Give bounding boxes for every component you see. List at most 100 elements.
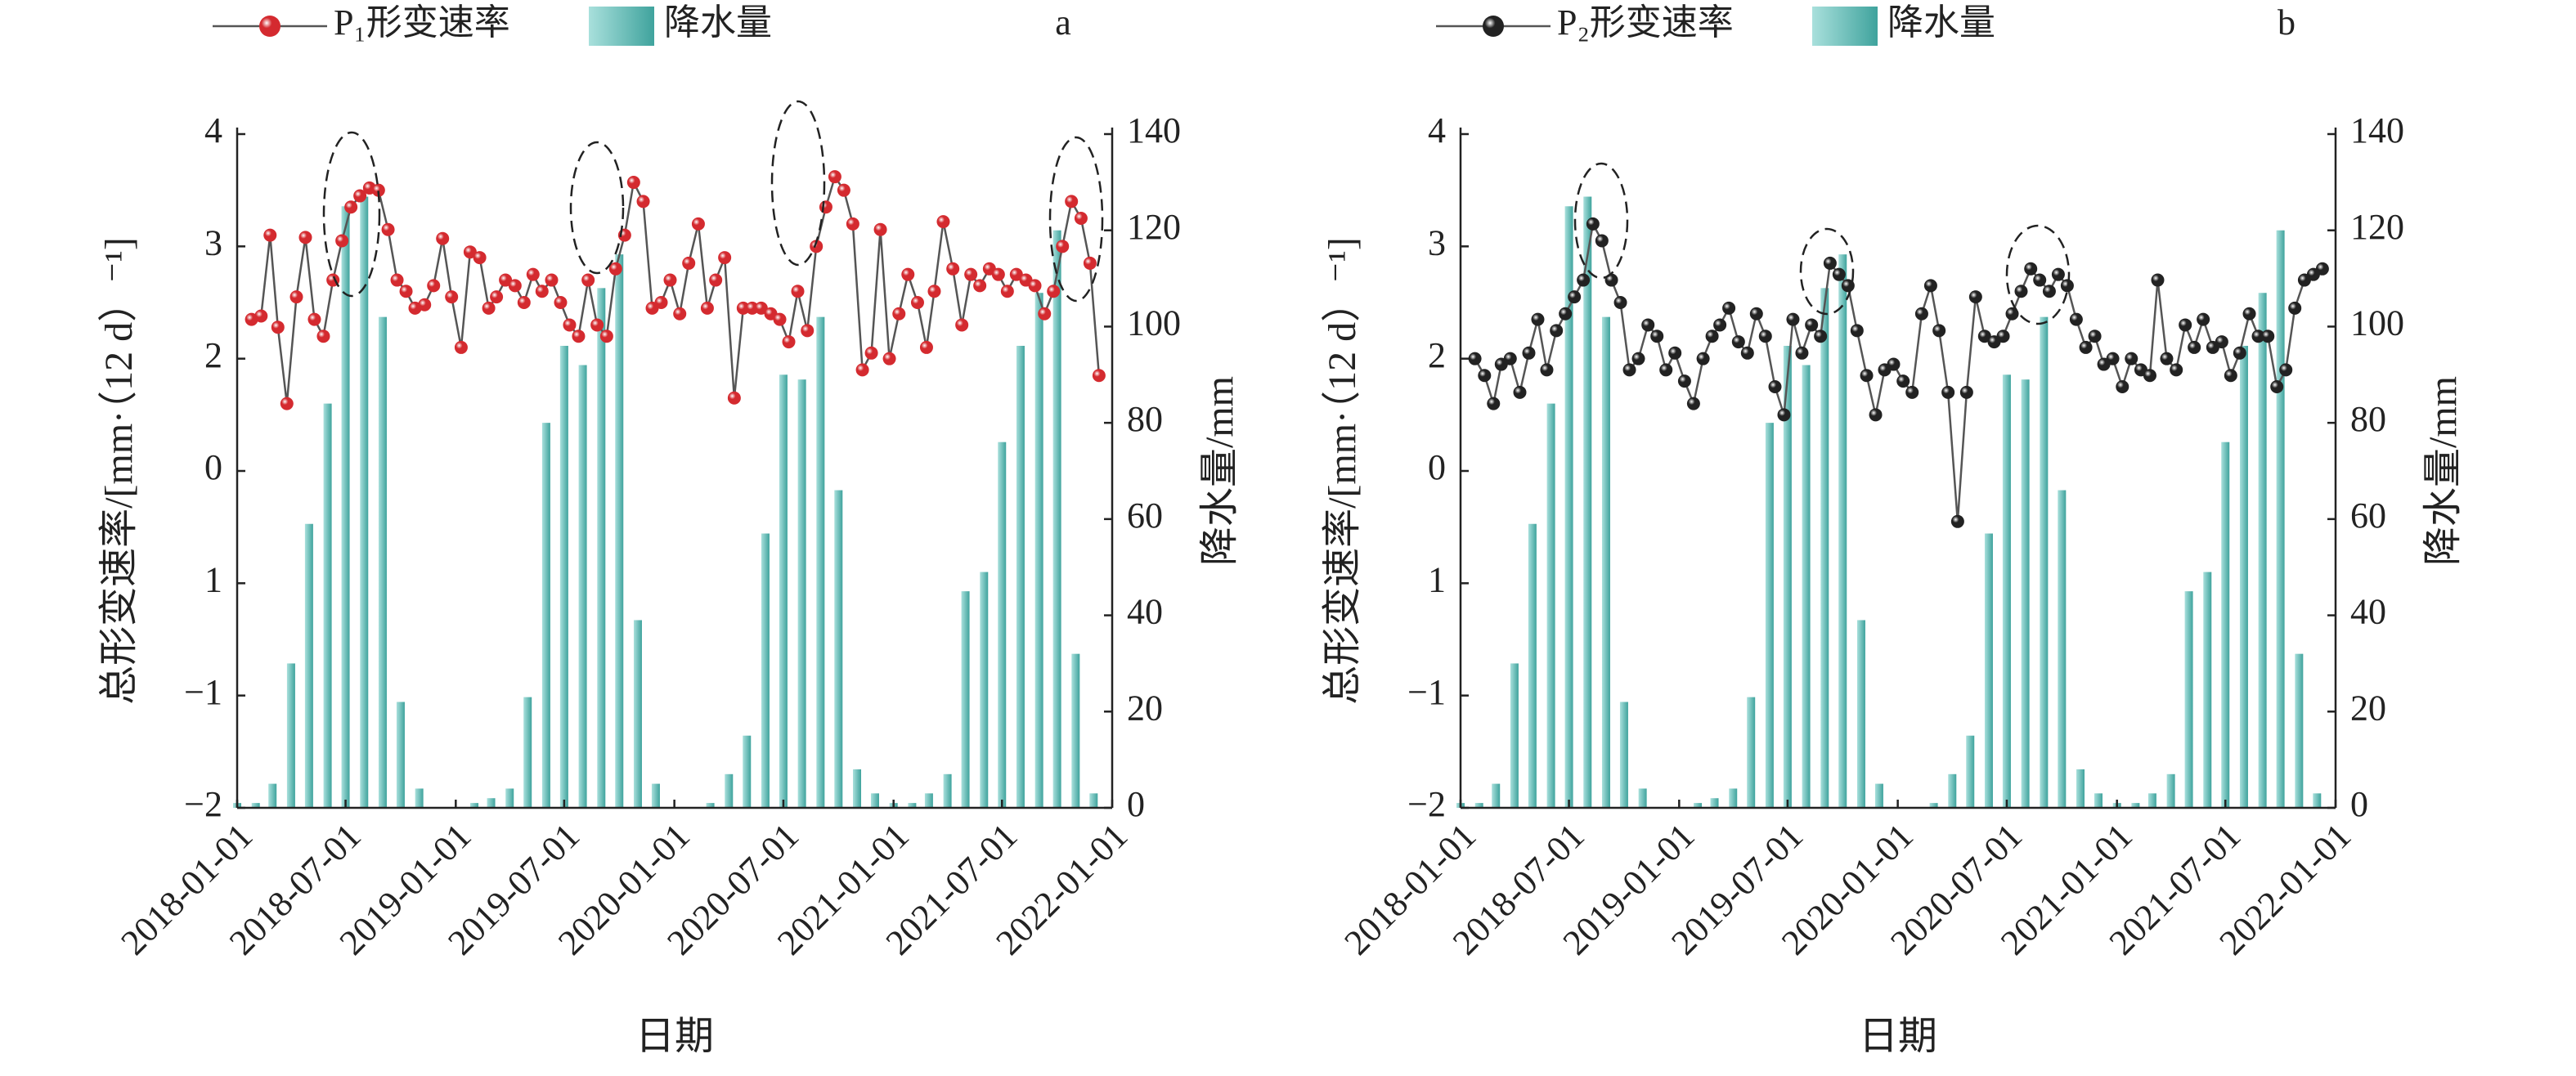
y2-tick-label: 100	[2350, 303, 2404, 343]
marker	[1047, 285, 1061, 298]
marker	[1823, 256, 1837, 270]
marker	[991, 267, 1005, 281]
y-tick-label: 2	[1428, 335, 1446, 375]
marker	[828, 170, 841, 184]
marker	[1887, 357, 1901, 371]
bar	[1747, 697, 1756, 808]
marker	[263, 228, 277, 242]
marker	[873, 222, 887, 236]
marker	[1869, 408, 1883, 422]
bar	[1583, 196, 1592, 808]
marker	[1850, 324, 1864, 338]
y2-tick-label: 0	[1127, 784, 1145, 824]
marker	[1977, 330, 1991, 343]
marker	[1814, 330, 1828, 343]
marker	[1641, 318, 1655, 332]
bar	[286, 663, 295, 808]
bar	[1089, 793, 1098, 808]
marker	[1550, 324, 1564, 338]
bar	[378, 316, 387, 809]
y-tick-label: 1	[1428, 559, 1446, 599]
marker	[718, 251, 732, 265]
bar	[2076, 769, 2085, 808]
bar	[2313, 793, 2322, 808]
bar	[706, 803, 715, 808]
highlight-ellipses	[322, 100, 2071, 325]
marker	[2270, 380, 2284, 393]
marker	[490, 290, 504, 304]
marker	[1914, 307, 1928, 321]
marker	[2106, 352, 2120, 365]
bar	[2002, 374, 2011, 808]
y-tick-label: −1	[184, 672, 222, 712]
marker	[535, 285, 549, 298]
bar	[1984, 533, 1993, 808]
y-tick-label: −2	[184, 784, 222, 824]
highlight-ellipse	[1573, 162, 1629, 280]
marker	[1941, 385, 1955, 399]
highlight-ellipse	[322, 131, 381, 298]
bar	[2131, 803, 2140, 808]
marker	[2125, 352, 2138, 365]
marker	[280, 397, 294, 410]
y-tick-label: 4	[1428, 110, 1446, 150]
marker	[773, 312, 787, 326]
bar	[2221, 442, 2230, 808]
marker	[418, 298, 432, 312]
marker	[289, 290, 303, 304]
bar	[2040, 316, 2049, 809]
marker	[1631, 352, 1645, 365]
marker	[2051, 267, 2065, 281]
marker	[1468, 352, 1482, 365]
legend-label: P₁形变速率	[334, 2, 510, 43]
bar	[797, 379, 806, 809]
marker	[1478, 369, 1492, 383]
bar	[578, 365, 587, 808]
marker	[1905, 385, 1919, 399]
marker	[1668, 346, 1682, 360]
marker	[1513, 385, 1527, 399]
marker	[1786, 312, 1800, 326]
bar	[2258, 293, 2267, 808]
y-axis-title: 总形变速率/[mm·（12 d）⁻¹]	[97, 237, 141, 705]
bar	[505, 788, 514, 808]
bar	[651, 783, 660, 808]
bar	[2166, 773, 2175, 808]
marker	[2197, 312, 2210, 326]
panel-label: b	[2278, 2, 2296, 43]
line	[251, 174, 1101, 404]
marker	[626, 176, 640, 190]
bar	[1765, 423, 1774, 808]
marker	[335, 234, 349, 248]
y-tick-label: 3	[1428, 222, 1446, 262]
marker	[1731, 335, 1745, 349]
bar	[1034, 293, 1043, 808]
bar	[1492, 783, 1501, 808]
legend-swatch	[589, 7, 654, 46]
marker	[901, 267, 915, 281]
marker	[1805, 318, 1819, 332]
marker	[1686, 397, 1700, 410]
marker	[801, 324, 815, 338]
marker	[1768, 380, 1782, 393]
marker	[445, 290, 459, 304]
legend-marker	[1483, 16, 1504, 37]
bar	[834, 490, 843, 808]
bar	[998, 442, 1007, 808]
marker	[855, 363, 869, 377]
marker	[298, 231, 312, 244]
marker	[736, 301, 750, 315]
marker	[1950, 514, 1964, 528]
marker	[892, 307, 906, 321]
y-tick-label: 3	[204, 222, 222, 262]
bar	[1052, 230, 1061, 808]
bar	[1802, 365, 1811, 808]
bar	[1856, 620, 1865, 808]
bar	[2276, 230, 2285, 808]
marker	[636, 195, 650, 208]
bar	[2239, 345, 2248, 808]
marker	[1722, 301, 1736, 315]
marker	[1000, 285, 1014, 298]
y2-tick-label: 120	[2350, 207, 2404, 247]
